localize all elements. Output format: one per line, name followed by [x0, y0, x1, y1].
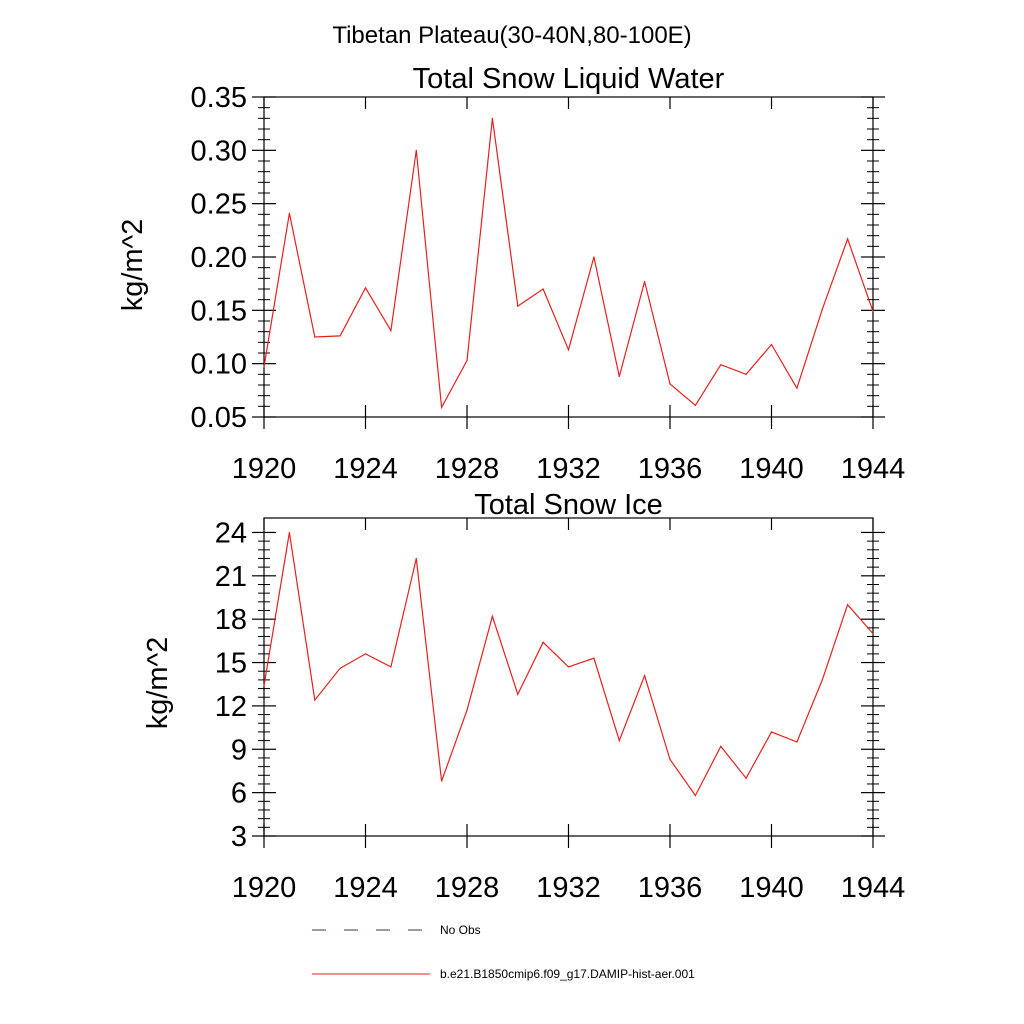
data-point-1923 [339, 335, 341, 337]
x-tick-label: 1924 [333, 453, 398, 485]
data-point-1928 [466, 709, 468, 711]
x-tick-label: 1932 [536, 453, 601, 485]
data-point-1941 [796, 741, 798, 743]
data-point-1927 [441, 406, 443, 408]
figure-header: Tibetan Plateau(30-40N,80-100E) [332, 22, 691, 49]
x-tick-label: 1920 [232, 453, 297, 485]
panel-title: Total Snow Liquid Water [413, 63, 725, 95]
data-point-1924 [364, 653, 367, 655]
data-point-1943 [847, 604, 849, 606]
data-point-1934 [618, 740, 620, 742]
data-point-1920 [263, 685, 265, 687]
panel-snow-liquid-water: Total Snow Liquid Water 1920 1924 1928 1932 1… [117, 63, 905, 485]
x-tick-label: 1940 [739, 453, 804, 485]
x-tick-label: 1932 [536, 872, 601, 904]
x-tick-label: 1928 [435, 872, 500, 904]
data-point-1929 [491, 117, 493, 119]
y-tick-label: 0.10 [191, 349, 247, 381]
data-point-1944 [872, 310, 874, 312]
y-tick-label: 6 [231, 778, 247, 810]
data-point-1942 [821, 679, 823, 681]
y-axis-label: kg/m^2 [117, 219, 149, 312]
data-point-1937 [694, 404, 696, 406]
data-point-1928 [466, 359, 468, 362]
y-axis-label: kg/m^2 [142, 637, 174, 730]
series-line [263, 118, 874, 410]
data-point-1938 [720, 364, 722, 366]
data-point-1940 [770, 731, 773, 733]
x-tick-label: 1940 [739, 872, 804, 904]
y-tick-label: 9 [231, 734, 247, 766]
data-point-1921 [288, 212, 290, 214]
panel-snow-ice: Total Snow Ice 1920 1924 1928 1932 1936 1940 19… [142, 489, 905, 904]
data-point-1920 [263, 366, 265, 368]
legend-label-model-run: b.e21.B1850cmip6.f09_g17.DAMIP-hist-aer.… [440, 967, 695, 981]
x-tick-label: 1936 [638, 453, 703, 485]
y-tick-label: 0.05 [191, 402, 247, 434]
data-point-1932 [567, 349, 570, 351]
y-tick-label: 0.35 [191, 82, 247, 114]
plot-frame [263, 96, 874, 418]
data-point-1935 [644, 280, 646, 283]
data-point-1926 [415, 149, 417, 151]
y-tick-label: 18 [215, 604, 247, 636]
data-point-1936 [669, 758, 671, 760]
data-point-1922 [314, 699, 316, 701]
data-point-1932 [567, 666, 570, 668]
data-point-1942 [821, 308, 823, 310]
data-point-1936 [669, 383, 671, 385]
data-point-1935 [644, 674, 646, 677]
x-tick-label: 1936 [638, 872, 703, 904]
data-point-1943 [847, 238, 849, 240]
y-tick-label: 0.30 [191, 135, 247, 167]
y-tick-label: 21 [215, 561, 247, 593]
data-point-1934 [618, 375, 620, 378]
legend: No Obs b.e21.B1850cmip6.f09_g17.DAMIP-hi… [312, 923, 695, 981]
data-point-1938 [720, 745, 722, 747]
data-point-1926 [415, 557, 417, 560]
y-tick-label: 0.20 [191, 242, 247, 274]
y-tick-label: 0.25 [191, 189, 247, 221]
data-point-1921 [288, 531, 290, 534]
data-point-1930 [517, 693, 519, 695]
panel-title: Total Snow Ice [474, 489, 663, 521]
data-point-1930 [517, 305, 519, 307]
data-point-1941 [796, 387, 798, 389]
y-tick-label: 12 [215, 691, 247, 723]
data-point-1933 [593, 657, 595, 659]
data-point-1931 [542, 641, 544, 643]
legend-label-no-obs: No Obs [440, 923, 481, 937]
plot-frame [263, 517, 874, 837]
series-line [263, 532, 874, 797]
data-point-1937 [694, 794, 696, 797]
data-point-1922 [314, 336, 316, 338]
data-point-1924 [364, 287, 367, 289]
data-point-1939 [745, 777, 747, 779]
x-tick-label: 1924 [333, 872, 398, 904]
data-point-1931 [542, 288, 544, 290]
data-point-1927 [441, 780, 443, 782]
x-tick-label: 1944 [841, 453, 906, 485]
x-tick-label: 1920 [232, 872, 297, 904]
data-point-1929 [491, 615, 493, 617]
data-point-1925 [390, 330, 392, 332]
data-point-1925 [390, 666, 392, 668]
y-tick-label: 0.15 [191, 295, 247, 327]
y-tick-label: 24 [215, 517, 247, 549]
data-point-1939 [745, 373, 747, 375]
data-point-1940 [770, 343, 773, 346]
data-point-1923 [339, 667, 341, 669]
y-tick-label: 15 [215, 648, 247, 680]
x-tick-label: 1928 [435, 453, 500, 485]
data-point-1944 [872, 633, 874, 635]
x-tick-label: 1944 [841, 872, 906, 904]
y-tick-label: 3 [231, 821, 247, 853]
data-point-1933 [593, 256, 595, 258]
